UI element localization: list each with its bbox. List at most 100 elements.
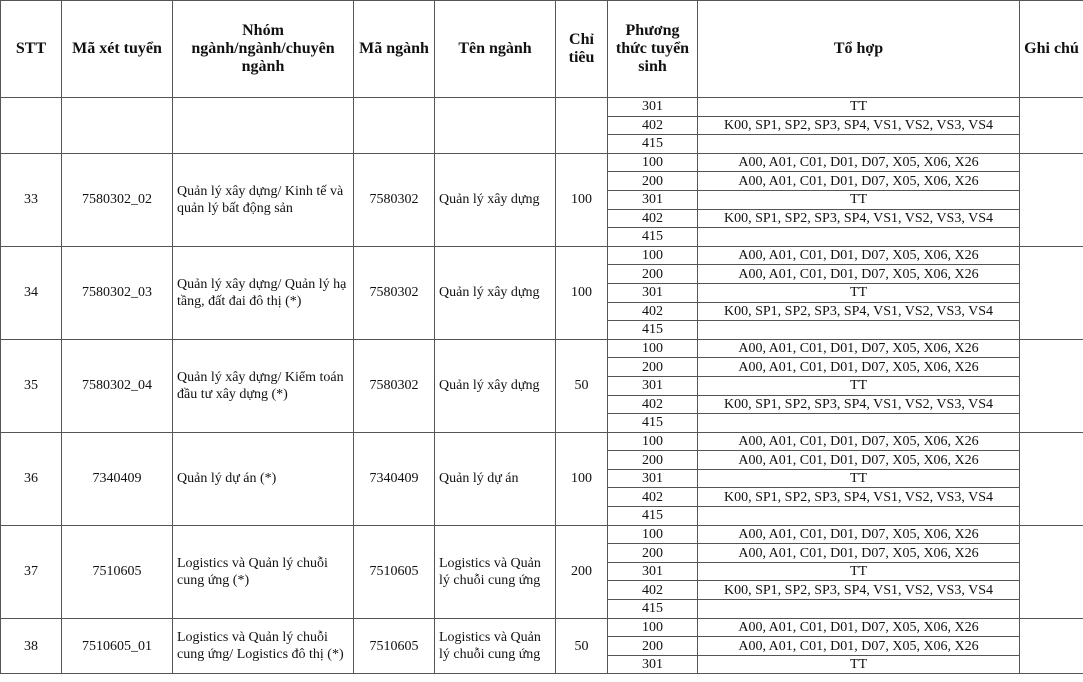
cell-ma-xet-tuyen: 7340409 [61,431,173,526]
cell-to-hop: K00, SP1, SP2, SP3, SP4, VS1, VS2, VS3, … [697,208,1020,229]
cell-ma-nganh: 7580302 [353,152,435,247]
table-row: 200 A00, A01, C01, D01, D07, X05, X06, X2… [1,171,1083,191]
cell-nhom-nganh: Logistics và Quản lý chuỗi cung ứng (*) [172,524,354,619]
cell-ma-nganh: 7510605 [353,524,435,619]
cell-stt: 34 [0,245,62,340]
cell-ma-nganh: 7340409 [353,431,435,526]
cell-to-hop: K00, SP1, SP2, SP3, SP4, VS1, VS2, VS3, … [697,487,1020,508]
cell-phuong-thuc: 402 [607,487,698,508]
header-ma-xet-tuyen: Mã xét tuyển [61,0,173,98]
table-row: 402 K00, SP1, SP2, SP3, SP4, VS1, VS2, VS… [1,394,1083,415]
cell-stt: 37 [0,524,62,619]
cell-ma-xet-tuyen: 7580302_02 [61,152,173,247]
table-row: 415 [1,320,1083,340]
cell-phuong-thuc: 402 [607,394,698,415]
cell-phuong-thuc: 402 [607,301,698,322]
cell-to-hop [697,413,1020,433]
cell-to-hop: A00, A01, C01, D01, D07, X05, X06, X26 [697,617,1020,638]
cell-phuong-thuc: 301 [607,468,698,489]
cell-ma-xet-tuyen: 7510605_01 [61,617,173,675]
cell-ghi-chu [1019,524,1083,619]
cell-phuong-thuc: 301 [607,561,698,582]
cell-phuong-thuc: 100 [607,524,698,545]
cell-to-hop: A00, A01, C01, D01, D07, X05, X06, X26 [697,357,1020,377]
cell-phuong-thuc: 402 [607,580,698,601]
cell-to-hop: TT [697,561,1020,582]
cell-chi-tieu: 200 [555,524,608,619]
cell-phuong-thuc: 415 [607,413,698,433]
cell-chi-tieu: 100 [555,152,608,247]
cell-phuong-thuc: 415 [607,227,698,247]
cell-nhom-nganh: Quản lý xây dựng/ Kinh tế và quản lý bất… [172,152,354,247]
cell-to-hop: TT [697,189,1020,210]
cell-to-hop [697,227,1020,247]
table-row: 200 A00, A01, C01, D01, D07, X05, X06, X2… [1,636,1083,656]
cell-stt: 38 [0,617,62,675]
cell-phuong-thuc: 100 [607,152,698,173]
cell-phuong-thuc: 200 [607,171,698,191]
table-row: 402 K00, SP1, SP2, SP3, SP4, VS1, VS2, VS… [1,487,1083,508]
table-row: 301 TT [1,561,1083,582]
cell-phuong-thuc: 200 [607,450,698,470]
header-chi-tieu: Chỉ tiêu [555,0,608,98]
cell-nhom-nganh: Logistics và Quản lý chuỗi cung ứng/ Log… [172,617,354,675]
cell-ten-nganh [434,97,556,154]
cell-to-hop: K00, SP1, SP2, SP3, SP4, VS1, VS2, VS3, … [697,580,1020,601]
cell-ten-nganh: Quản lý dự án [434,431,556,526]
table-row: 301 TT [1,468,1083,489]
cell-ten-nganh: Quản lý xây dựng [434,245,556,340]
cell-phuong-thuc: 415 [607,599,698,619]
cell-to-hop [697,506,1020,526]
cell-ma-nganh: 7510605 [353,617,435,675]
cell-phuong-thuc: 301 [607,189,698,210]
cell-to-hop: TT [697,654,1020,675]
table-row: 301 TT [0,97,1083,154]
table-row: 37 7510605 Logistics và Quản lý chuỗi cung… [0,524,1083,619]
cell-phuong-thuc: 200 [607,357,698,377]
cell-to-hop: A00, A01, C01, D01, D07, X05, X06, X26 [697,245,1020,266]
cell-stt [0,97,62,154]
cell-to-hop: TT [697,282,1020,303]
cell-ghi-chu [1019,617,1083,675]
header-row: STT Mã xét tuyển Nhóm ngành/ngành/chuyên… [0,0,1083,98]
cell-to-hop: A00, A01, C01, D01, D07, X05, X06, X26 [697,152,1020,173]
cell-phuong-thuc: 100 [607,245,698,266]
table-row: 301 TT [1,282,1083,303]
cell-stt: 36 [0,431,62,526]
header-nhom-nganh: Nhóm ngành/ngành/chuyên ngành [172,0,354,98]
table-row: 36 7340409 Quản lý dự án (*) 7340409 Quản lý… [0,431,1083,526]
cell-to-hop: A00, A01, C01, D01, D07, X05, X06, X26 [697,524,1020,545]
cell-ten-nganh: Quản lý xây dựng [434,338,556,433]
cell-phuong-thuc: 402 [607,208,698,229]
cell-ghi-chu [1019,431,1083,526]
cell-to-hop: TT [697,468,1020,489]
cell-to-hop: A00, A01, C01, D01, D07, X05, X06, X26 [697,338,1020,359]
cell-nhom-nganh: Quản lý xây dựng/ Kiểm toán đầu tư xây d… [172,338,354,433]
cell-phuong-thuc: 301 [607,654,698,675]
cell-chi-tieu: 100 [555,245,608,340]
cell-to-hop: K00, SP1, SP2, SP3, SP4, VS1, VS2, VS3, … [697,115,1020,136]
cell-phuong-thuc: 200 [607,264,698,284]
table-row: 33 7580302_02 Quản lý xây dựng/ Kinh tế và… [0,152,1083,247]
cell-ma-xet-tuyen: 7510605 [61,524,173,619]
table-row: 200 A00, A01, C01, D01, D07, X05, X06, X2… [1,450,1083,470]
cell-phuong-thuc: 402 [607,115,698,136]
cell-ma-nganh: 7580302 [353,245,435,340]
table-row: 301 TT [1,375,1083,396]
table-row: 35 7580302_04 Quản lý xây dựng/ Kiểm toán … [0,338,1083,433]
cell-ma-xet-tuyen [61,97,173,154]
cell-to-hop: A00, A01, C01, D01, D07, X05, X06, X26 [697,450,1020,470]
cell-stt: 33 [0,152,62,247]
cell-chi-tieu: 50 [555,617,608,675]
cell-ghi-chu [1019,245,1083,340]
cell-to-hop: TT [697,375,1020,396]
cell-ghi-chu [1019,338,1083,433]
cell-phuong-thuc: 301 [607,97,698,117]
cell-phuong-thuc: 100 [607,338,698,359]
cell-to-hop: A00, A01, C01, D01, D07, X05, X06, X26 [697,636,1020,656]
cell-to-hop: K00, SP1, SP2, SP3, SP4, VS1, VS2, VS3, … [697,394,1020,415]
header-to-hop: Tổ hợp [697,0,1020,98]
cell-phuong-thuc: 200 [607,636,698,656]
header-ghi-chu: Ghi chú [1019,0,1083,98]
